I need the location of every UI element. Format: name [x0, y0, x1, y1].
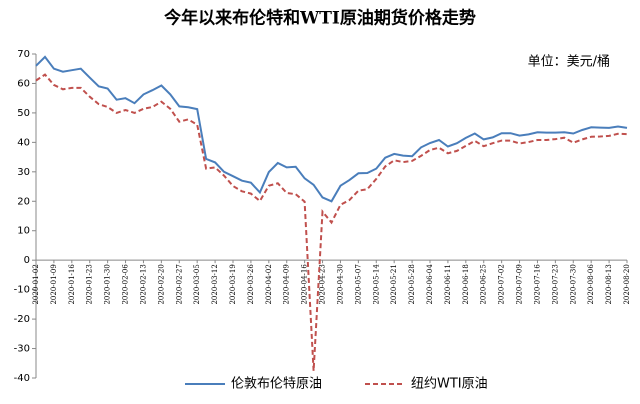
x-tick-label: 2020-05-14: [372, 264, 380, 305]
y-tick-label: -20: [14, 314, 30, 325]
x-tick-label: 2020-04-23: [319, 264, 327, 304]
x-tick-label: 2020-08-06: [587, 264, 595, 305]
y-tick-label: 10: [17, 226, 30, 237]
x-tick-label: 2020-05-28: [408, 264, 416, 304]
unit-label: 单位：美元/桶: [528, 55, 610, 70]
x-tick-label: 2020-01-02: [32, 264, 40, 304]
x-tick-label: 2020-05-07: [354, 264, 362, 304]
x-tick-label: 2020-03-26: [247, 264, 255, 305]
x-tick-label: 2020-04-02: [265, 264, 273, 304]
chart-title: 今年以来布伦特和WTI原油期货价格走势: [164, 8, 476, 29]
x-tick-label: 2020-07-02: [498, 264, 506, 304]
y-tick-label: 60: [17, 78, 30, 89]
x-tick-label: 2020-02-06: [122, 264, 130, 305]
x-tick-label: 2020-08-13: [605, 264, 613, 304]
x-tick-label: 2020-04-16: [301, 264, 309, 305]
x-tick-label: 2020-07-30: [569, 264, 577, 304]
series-line: [35, 73, 628, 371]
x-tick-label: 2020-07-09: [516, 264, 524, 304]
x-tick-label: 2020-07-23: [551, 264, 559, 304]
x-tick-label: 2020-02-20: [157, 264, 165, 304]
x-tick-label: 2020-01-09: [50, 264, 58, 304]
x-tick-label: 2020-04-09: [283, 264, 291, 304]
y-tick-label: 40: [17, 137, 30, 148]
x-tick-label: 2020-02-27: [175, 264, 183, 304]
x-tick-label: 2020-03-19: [229, 264, 237, 304]
x-tick-label: 2020-01-23: [86, 264, 94, 304]
x-tick-label: 2020-06-11: [444, 264, 452, 304]
x-tick-label: 2020-05-21: [390, 264, 398, 304]
x-tick-label: 2020-06-18: [462, 264, 470, 304]
x-tick-label: 2020-06-04: [426, 264, 434, 305]
y-tick-label: 0: [24, 255, 30, 266]
y-tick-label: -10: [14, 285, 30, 296]
y-tick-label: 50: [17, 108, 30, 119]
x-tick-label: 2020-07-16: [533, 264, 541, 305]
y-tick-label: 70: [17, 49, 30, 60]
y-tick-label: 30: [17, 167, 30, 178]
x-tick-label: 2020-06-25: [480, 264, 488, 304]
legend-label: 伦敦布伦特原油: [231, 376, 322, 392]
y-tick-label: 20: [17, 196, 30, 207]
series-line: [35, 55, 628, 203]
x-tick-label: 2020-02-13: [139, 264, 147, 304]
x-tick-label: 2020-01-30: [104, 264, 112, 304]
legend-label: 纽约WTI原油: [411, 377, 488, 392]
x-tick-label: 2020-03-05: [193, 264, 201, 304]
y-tick-label: -40: [14, 373, 30, 384]
x-tick-label: 2020-03-12: [211, 264, 219, 304]
x-tick-label: 2020-01-16: [68, 264, 76, 305]
x-tick-label: 2020-04-30: [336, 264, 344, 304]
y-tick-label: -30: [14, 344, 30, 355]
x-tick-label: 2020-08-20: [623, 264, 631, 304]
